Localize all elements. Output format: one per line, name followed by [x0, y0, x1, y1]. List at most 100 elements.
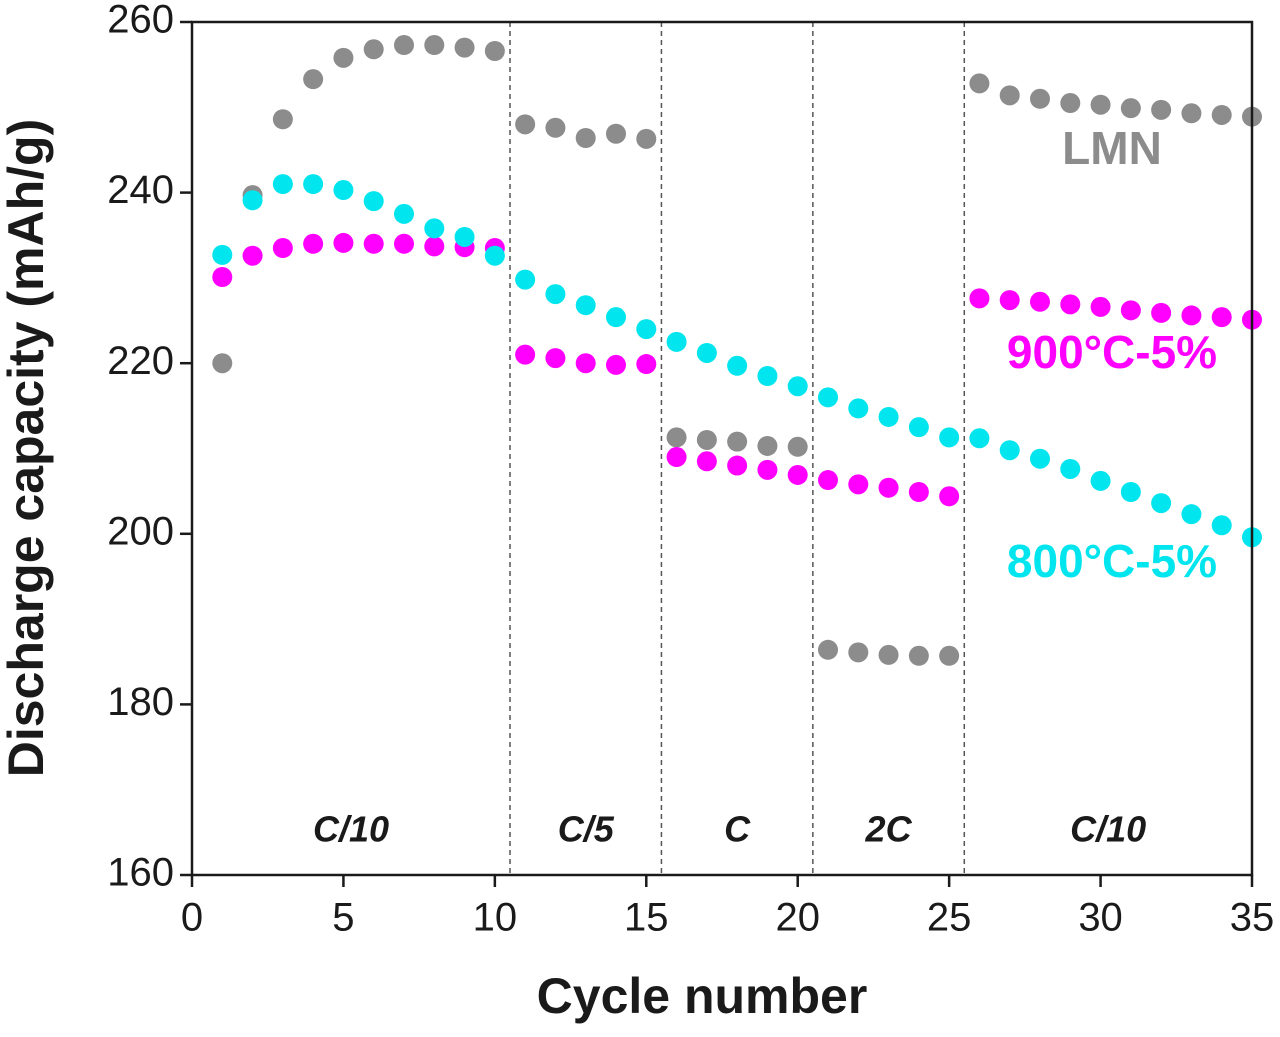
data-point: [636, 319, 657, 340]
data-point: [606, 354, 626, 375]
x-tick-label: 20: [775, 896, 820, 940]
rate-label: C: [724, 809, 751, 850]
data-point: [1181, 305, 1202, 326]
data-point: [939, 486, 960, 507]
data-point: [1030, 88, 1050, 109]
data-point: [696, 342, 717, 363]
data-point: [939, 427, 960, 448]
data-point: [606, 123, 626, 144]
data-point: [424, 218, 445, 239]
data-point: [1060, 93, 1081, 114]
data-point: [575, 353, 596, 374]
data-point: [1030, 291, 1050, 312]
data-point: [363, 39, 384, 60]
data-point: [333, 180, 354, 201]
series-label: 900°C-5%: [1007, 326, 1217, 378]
data-point: [545, 117, 566, 138]
rate-label: C/10: [313, 809, 389, 850]
y-tick-label: 160: [107, 851, 174, 895]
data-point: [757, 365, 778, 386]
data-point: [848, 642, 869, 663]
data-point: [878, 644, 899, 665]
x-tick-label: 5: [332, 896, 354, 940]
data-point: [575, 128, 596, 149]
data-point: [666, 447, 687, 468]
data-point: [999, 440, 1020, 461]
data-point: [1211, 104, 1232, 125]
data-point: [606, 307, 626, 328]
data-point: [727, 431, 748, 452]
data-point: [908, 645, 929, 666]
data-point: [908, 417, 929, 438]
rate-label: C/5: [558, 809, 615, 850]
data-point: [666, 427, 687, 448]
data-point: [303, 233, 324, 254]
data-point: [1090, 470, 1111, 491]
x-tick-label: 10: [473, 896, 518, 940]
data-point: [1151, 99, 1172, 120]
x-tick-label: 15: [624, 896, 669, 940]
data-point: [454, 226, 475, 247]
x-tick-label: 25: [927, 896, 972, 940]
data-point: [727, 455, 748, 476]
data-point: [515, 344, 536, 365]
data-point: [1090, 94, 1111, 115]
data-point: [212, 244, 233, 265]
rate-label: C/10: [1070, 809, 1146, 850]
y-tick-label: 200: [107, 509, 174, 553]
data-point: [1151, 493, 1172, 514]
data-point: [636, 354, 657, 375]
data-point: [242, 245, 263, 266]
data-point: [666, 331, 687, 352]
data-point: [848, 474, 869, 495]
data-point: [636, 128, 657, 149]
data-point: [1060, 294, 1081, 315]
data-point: [757, 459, 778, 480]
data-point: [363, 191, 384, 212]
data-point: [303, 174, 324, 195]
data-point: [787, 464, 808, 485]
data-point: [969, 428, 990, 449]
series-label: LMN: [1062, 122, 1162, 174]
data-point: [999, 85, 1020, 106]
data-point: [1120, 98, 1141, 119]
data-point: [424, 236, 445, 257]
data-point: [969, 73, 990, 94]
data-point: [878, 406, 899, 427]
data-point: [212, 353, 233, 374]
data-point: [696, 429, 717, 450]
data-point: [272, 109, 293, 130]
data-point: [545, 348, 566, 369]
data-point: [242, 190, 263, 211]
data-point: [1211, 307, 1232, 328]
data-point: [1120, 482, 1141, 503]
data-point: [575, 295, 596, 316]
data-point: [545, 284, 566, 305]
data-point: [515, 114, 536, 135]
data-point: [394, 233, 414, 254]
y-tick-label: 220: [107, 339, 174, 383]
data-point: [818, 470, 838, 491]
data-point: [908, 482, 929, 503]
data-point: [272, 238, 293, 259]
data-point: [848, 398, 869, 419]
y-axis-title: Discharge capacity (mAh/g): [0, 119, 54, 778]
data-point: [1181, 504, 1202, 525]
data-point: [818, 639, 838, 660]
data-point: [1030, 448, 1050, 469]
y-tick-label: 240: [107, 168, 174, 212]
x-tick-label: 30: [1078, 896, 1123, 940]
data-point: [787, 436, 808, 457]
data-point: [363, 233, 384, 254]
data-point: [727, 355, 748, 376]
data-point: [818, 387, 838, 408]
data-point: [333, 47, 354, 68]
plot-frame: [190, 20, 1254, 877]
y-tick-label: 180: [107, 680, 174, 724]
data-point: [999, 290, 1020, 311]
data-point: [1090, 296, 1111, 317]
data-point: [757, 435, 778, 456]
data-point: [454, 37, 475, 58]
data-point: [515, 269, 536, 290]
